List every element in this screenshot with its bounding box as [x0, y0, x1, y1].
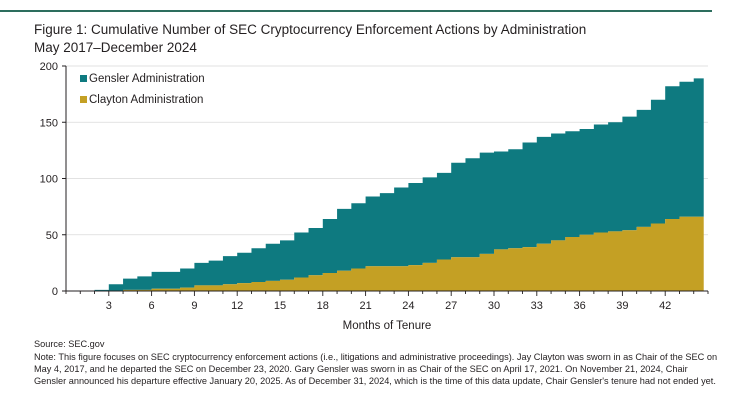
- figure-subtitle: May 2017–December 2024: [34, 40, 197, 55]
- x-tick-labels: 3 6 9 12 15 18 21 24 27 30 33 36 39 42: [106, 300, 672, 312]
- x-tick-label: 33: [531, 300, 543, 312]
- area-series: [66, 71, 704, 291]
- y-tick-label: 200: [40, 61, 58, 73]
- figure-title: Figure 1: Cumulative Number of SEC Crypt…: [34, 22, 587, 37]
- x-axis-label: Months of Tenure: [343, 320, 432, 332]
- legend-swatch-gensler: [80, 75, 87, 82]
- legend: Gensler Administration Clayton Administr…: [80, 73, 205, 106]
- x-tick-label: 30: [488, 300, 500, 312]
- x-tick-label: 24: [402, 300, 414, 312]
- area-clayton: [66, 212, 704, 291]
- x-tick-label: 42: [659, 300, 671, 312]
- y-tick-label: 100: [40, 174, 58, 186]
- legend-label-clayton: Clayton Administration: [89, 94, 203, 106]
- x-tick-label: 21: [359, 300, 371, 312]
- x-tick-label: 18: [317, 300, 329, 312]
- x-tick-label: 15: [274, 300, 286, 312]
- x-tick-label: 36: [573, 300, 585, 312]
- x-tick-label: 39: [616, 300, 628, 312]
- x-tick-label: 6: [149, 300, 155, 312]
- y-tick-label: 50: [46, 230, 58, 242]
- y-tick-label: 0: [52, 286, 58, 298]
- legend-swatch-clayton: [80, 96, 87, 103]
- footnote: Note: This figure focuses on SEC cryptoc…: [34, 352, 718, 387]
- x-tick-label: 27: [445, 300, 457, 312]
- top-rule: [0, 10, 712, 12]
- area-gensler: [66, 71, 704, 291]
- x-tick-label: 9: [191, 300, 197, 312]
- axes: [62, 65, 709, 296]
- x-tick-label: 3: [106, 300, 112, 312]
- source-note: Source: SEC.gov: [34, 339, 105, 349]
- y-tick-label: 150: [40, 117, 58, 129]
- legend-label-gensler: Gensler Administration: [89, 73, 205, 85]
- y-tick-labels: 0 50 100 150 200: [40, 61, 58, 298]
- x-tick-label: 12: [231, 300, 243, 312]
